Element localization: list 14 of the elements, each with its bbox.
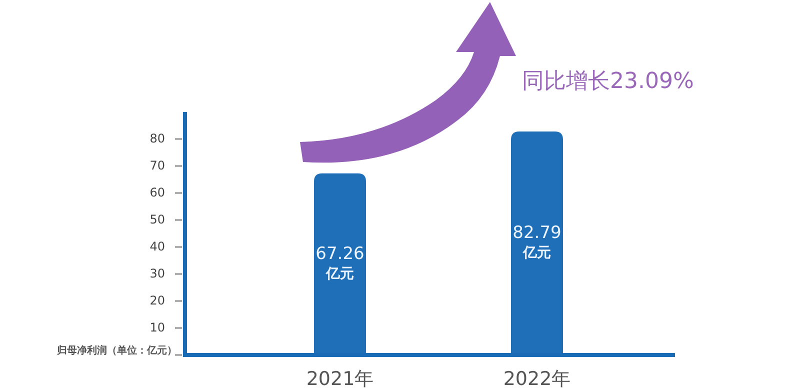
text: 同比增长23.09%: [522, 69, 694, 94]
y-tick-label: 20: [150, 293, 165, 308]
y-axis-title: 归母净利润（单位：亿元）: [56, 344, 177, 357]
y-tick-label: 60: [150, 185, 165, 200]
data-label: 82.79 亿元: [512, 222, 562, 262]
data-label: 67.26 亿元: [316, 244, 364, 282]
y-tick-label: 30: [150, 266, 165, 280]
y-tick-label: 40: [150, 239, 165, 254]
y-tick-label: 50: [150, 212, 165, 226]
x-tick-label: 2022年: [503, 368, 571, 389]
x-tick-label: 2021年: [306, 368, 374, 389]
y-tick-label: 80: [150, 131, 165, 146]
y-tick-label: 70: [150, 158, 165, 172]
y-tick-label: 10: [150, 320, 165, 334]
